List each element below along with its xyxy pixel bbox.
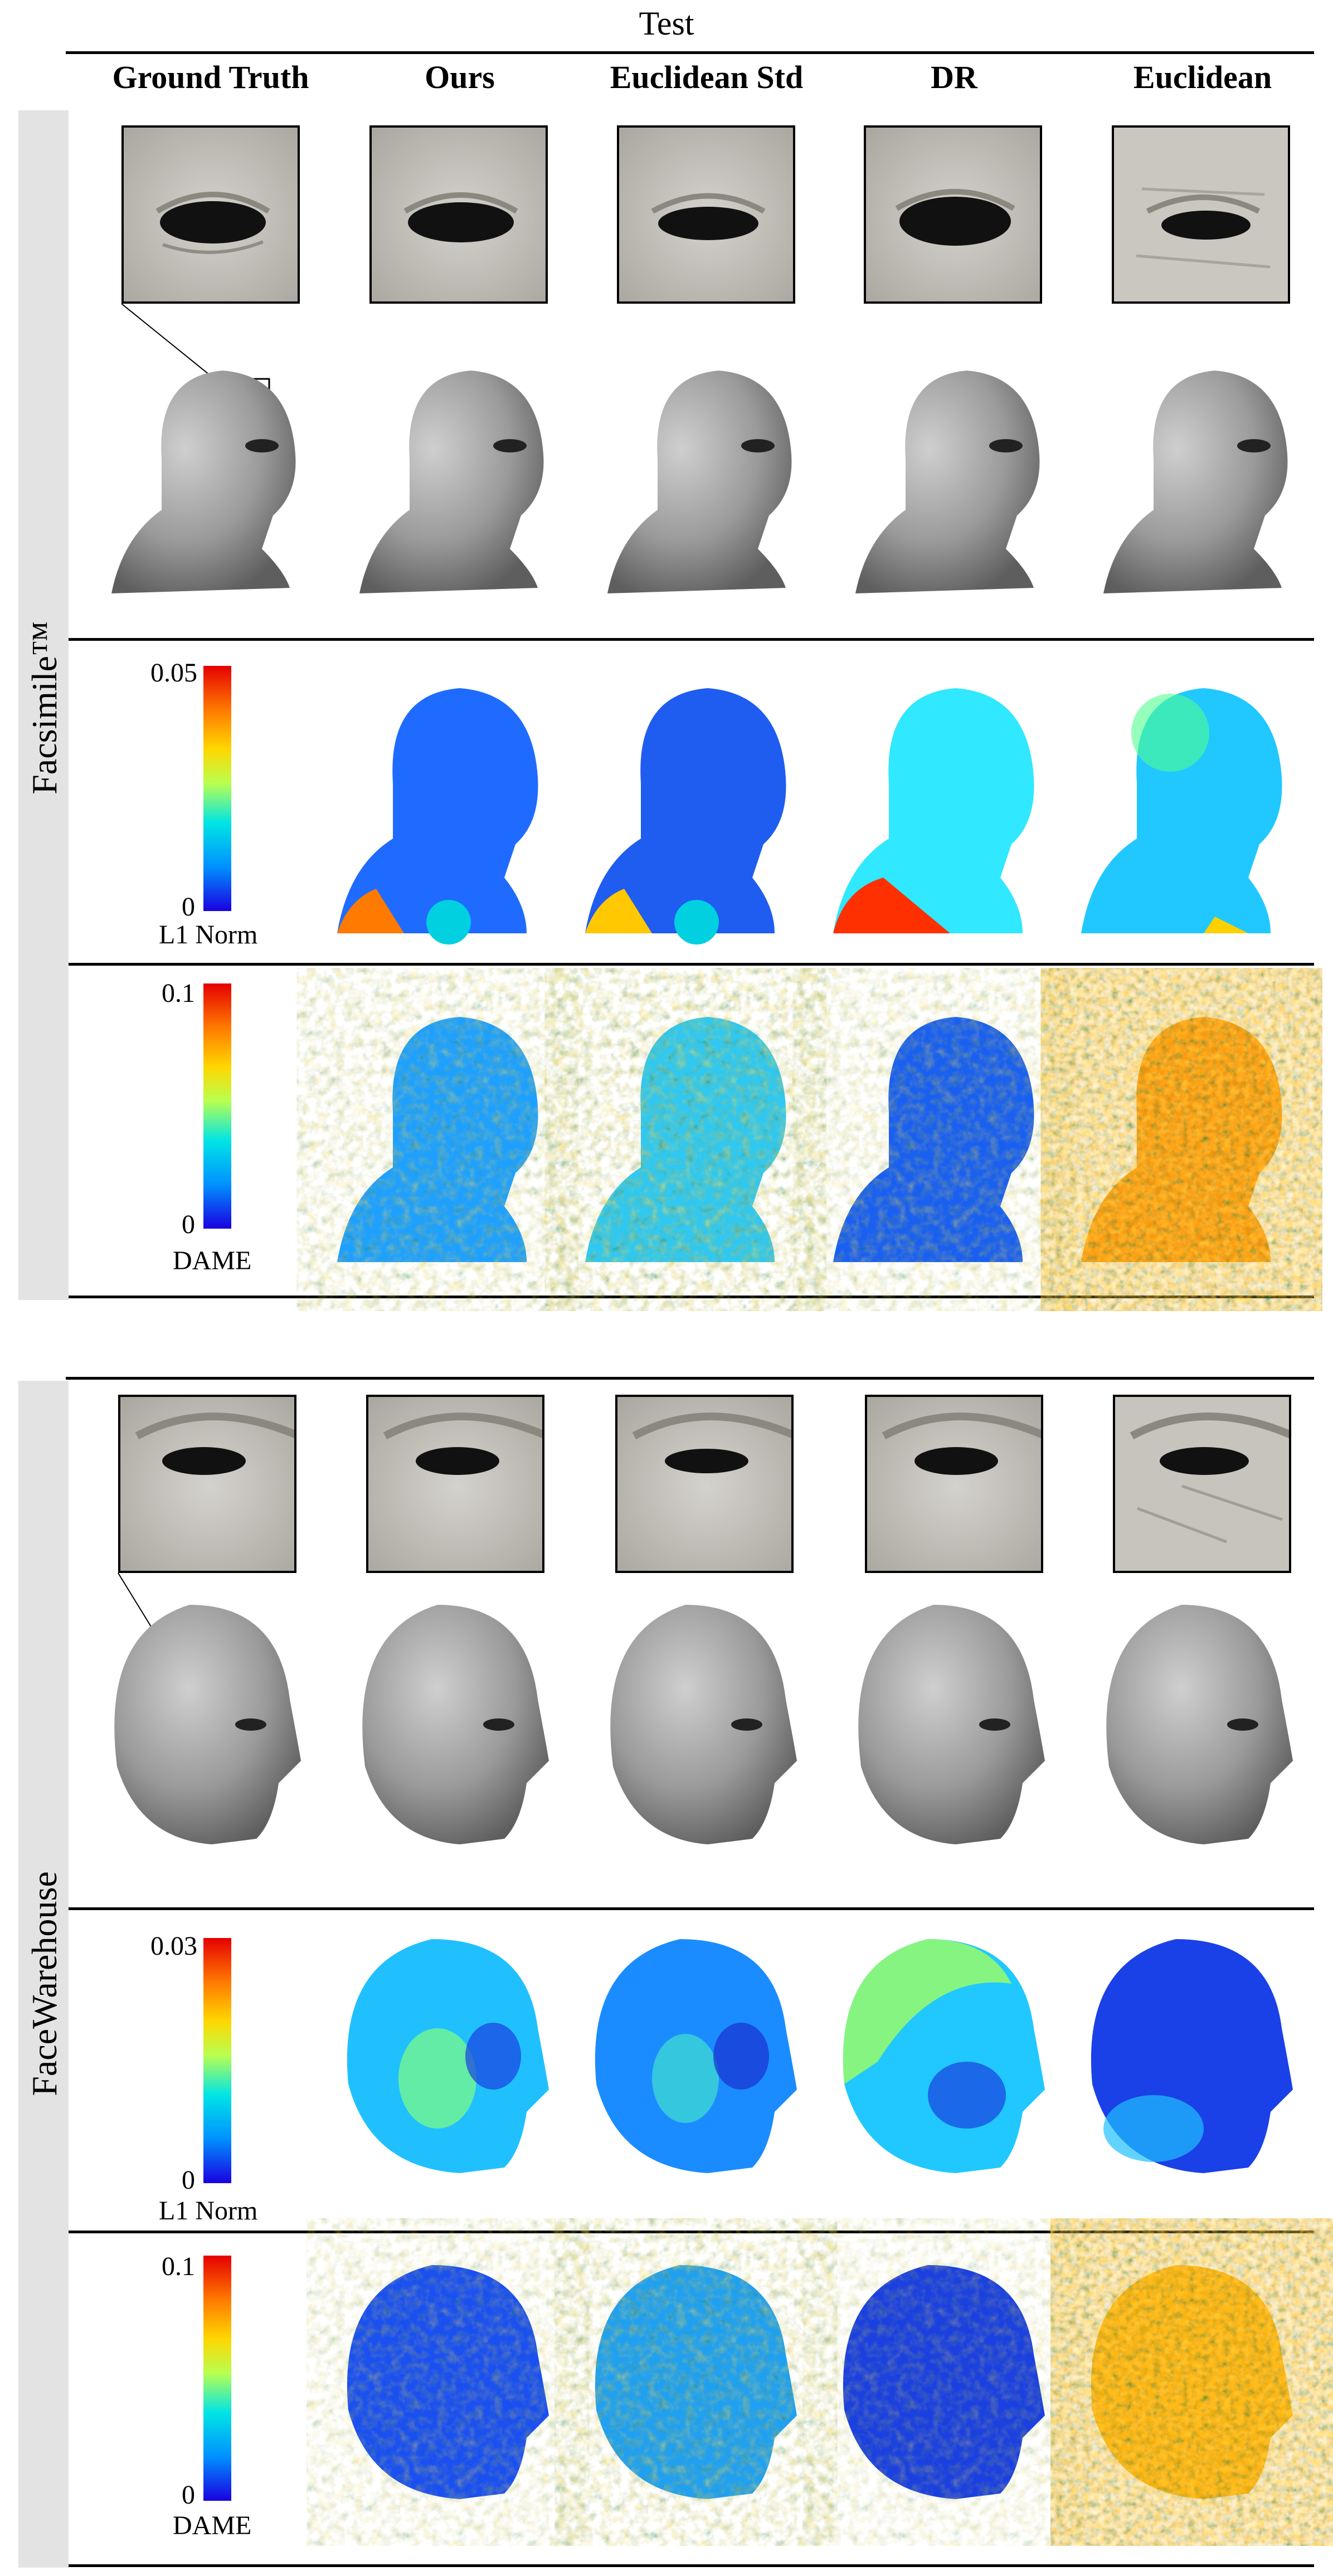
head-render-ours (359, 371, 544, 593)
dataset-sidebar-facsimile (18, 110, 69, 1300)
colorbar-max: 0.05 (150, 658, 197, 688)
dame-heatmap-dr (833, 1017, 1034, 1262)
head-render-ours (362, 1605, 549, 1844)
row-divider (66, 1296, 1314, 1298)
head-render-euclidean (1106, 1605, 1293, 1844)
eye-closeup-ground-truth (118, 1395, 296, 1573)
colorbar-l1-facsimile (203, 666, 231, 911)
dame-heatmap-euclidean (1081, 1017, 1282, 1262)
row-divider (66, 963, 1314, 966)
head-render-dr (858, 1605, 1045, 1844)
l1-heatmap-dr (833, 688, 1034, 933)
colorbar-label: DAME (173, 1246, 252, 1275)
eye-closeup-euclidean-std (617, 125, 795, 304)
column-header-ours: Ours (425, 59, 495, 95)
column-header-euclidean-std: Euclidean Std (610, 59, 804, 95)
column-header-dr: DR (931, 59, 977, 95)
colorbar-dame-facsimile (203, 983, 231, 1229)
row-divider (66, 638, 1314, 641)
eye-closeup-euclidean (1113, 1395, 1291, 1573)
colorbar-min: 0 (182, 2480, 195, 2510)
colorbar-max: 0.1 (162, 978, 195, 1008)
head-render-euclidean-std (607, 371, 792, 593)
section-rule (66, 1377, 1314, 1380)
colorbar-max: 0.1 (162, 2252, 195, 2281)
column-header-euclidean: Euclidean (1133, 59, 1272, 95)
colorbar-dame-facewarehouse (203, 2256, 231, 2501)
eye-closeup-dr (865, 1395, 1043, 1573)
l1-heatmap-euclidean-std (585, 688, 786, 944)
row-divider (66, 2564, 1314, 2567)
head-render-ground-truth (111, 371, 296, 593)
dame-heatmap-euclidean-std (585, 1017, 786, 1262)
eye-closeup-ours (366, 1395, 544, 1573)
dame-heatmap-euclidean-std (595, 2265, 797, 2499)
head-render-euclidean-std (610, 1605, 797, 1844)
column-header-ground-truth: Ground Truth (112, 59, 309, 95)
head-render-euclidean (1103, 371, 1288, 593)
head-render-ground-truth (114, 1605, 301, 1844)
colorbar-min: 0 (182, 892, 195, 922)
l1-heatmap-euclidean-std (595, 1939, 797, 2173)
colorbar-max: 0.03 (150, 1931, 197, 1961)
l1-heatmap-euclidean (1081, 688, 1282, 933)
figure-title: Test (639, 5, 694, 42)
l1-heatmap-euclidean (1091, 1939, 1293, 2173)
colorbar-label: L1 Norm (159, 2196, 258, 2226)
head-render-dr (855, 371, 1040, 593)
dataset-sidebar-facewarehouse (18, 1381, 69, 2568)
colorbar-label: DAME (173, 2511, 252, 2540)
l1-heatmap-dr (843, 1939, 1045, 2173)
row-divider (66, 2231, 1314, 2233)
dame-heatmap-ours (337, 1017, 538, 1262)
eye-closeup-euclidean (1112, 125, 1290, 304)
colorbar-min: 0 (182, 2165, 195, 2195)
l1-heatmap-ours (337, 688, 538, 944)
eye-closeup-dr (864, 125, 1042, 304)
l1-heatmap-ours (347, 1939, 549, 2173)
dame-heatmap-dr (843, 2265, 1045, 2499)
dame-heatmap-ours (347, 2265, 549, 2499)
dame-heatmap-euclidean (1091, 2265, 1293, 2499)
colorbar-l1-facewarehouse (203, 1938, 231, 2183)
colorbar-label: L1 Norm (159, 920, 258, 949)
colorbar-min: 0 (182, 1210, 195, 1239)
eye-closeup-ours (369, 125, 548, 304)
eye-closeup-euclidean-std (615, 1395, 794, 1573)
eye-closeup-ground-truth (121, 125, 300, 304)
header-rule (66, 51, 1314, 54)
row-divider (66, 1907, 1314, 1910)
